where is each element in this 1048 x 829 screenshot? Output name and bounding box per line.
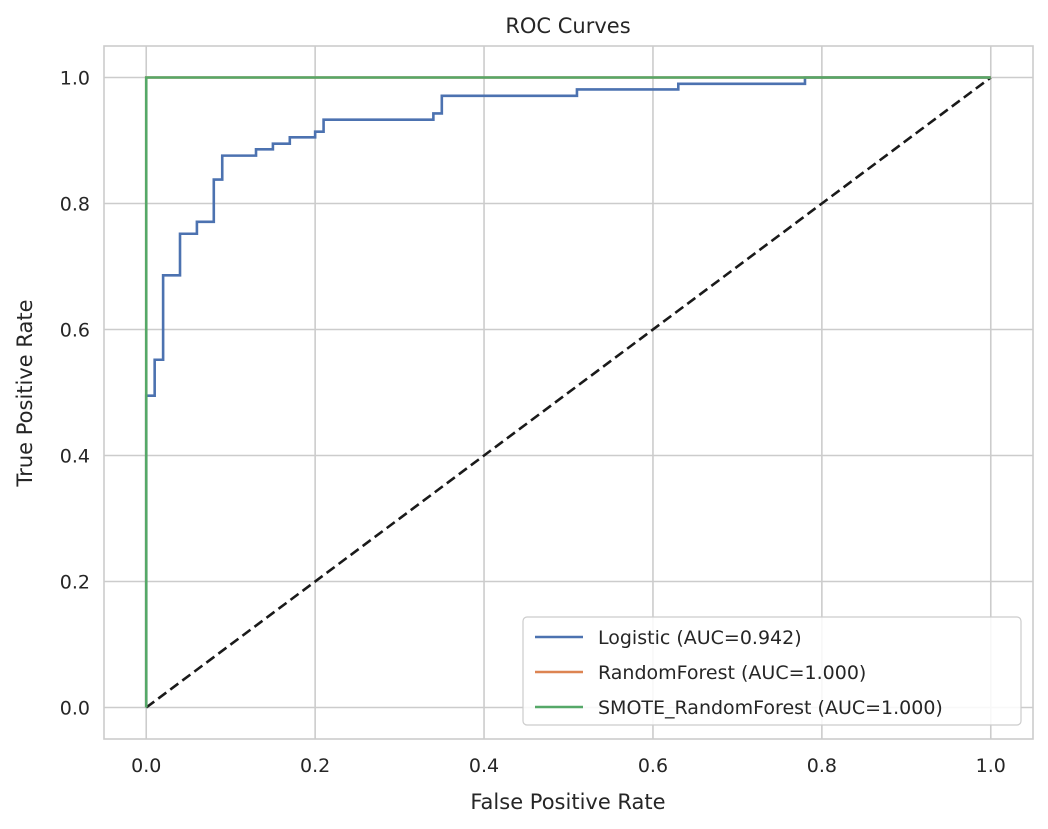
x-axis-label: False Positive Rate xyxy=(470,790,665,814)
y-tick-label: 1.0 xyxy=(60,68,90,90)
y-tick-label: 0.2 xyxy=(60,572,90,594)
plot-frame xyxy=(103,45,1034,740)
y-tick-labels: 0.0 0.2 0.4 0.6 0.8 1.0 xyxy=(60,68,90,720)
x-tick-labels: 0.0 0.2 0.4 0.6 0.8 1.0 xyxy=(131,755,1006,777)
series-line-chance xyxy=(145,76,992,709)
legend: Logistic (AUC=0.942) RandomForest (AUC=1.… xyxy=(522,616,1022,726)
x-tick-label: 0.4 xyxy=(469,755,499,777)
legend-label: Logistic (AUC=0.942) xyxy=(598,627,802,649)
y-tick-label: 0.4 xyxy=(60,446,90,468)
legend-label: SMOTE_RandomForest (AUC=1.000) xyxy=(598,697,943,719)
x-tick-label: 0.8 xyxy=(807,755,837,777)
plot-lines xyxy=(144,76,992,709)
y-tick-label: 0.0 xyxy=(60,698,90,720)
series-line-logistic xyxy=(144,76,991,708)
x-tick-label: 0.0 xyxy=(131,755,161,777)
legend-box xyxy=(522,616,1022,726)
y-tick-label: 0.6 xyxy=(60,320,90,342)
x-tick-label: 0.2 xyxy=(300,755,330,777)
y-tick-label: 0.8 xyxy=(60,194,90,216)
series-line-smote-randomforest xyxy=(144,76,991,708)
x-tick-label: 1.0 xyxy=(976,755,1006,777)
x-tick-label: 0.6 xyxy=(638,755,668,777)
y-axis-label: True Positive Rate xyxy=(13,299,37,487)
chart-title: ROC Curves xyxy=(505,14,630,38)
legend-label: RandomForest (AUC=1.000) xyxy=(598,662,866,684)
